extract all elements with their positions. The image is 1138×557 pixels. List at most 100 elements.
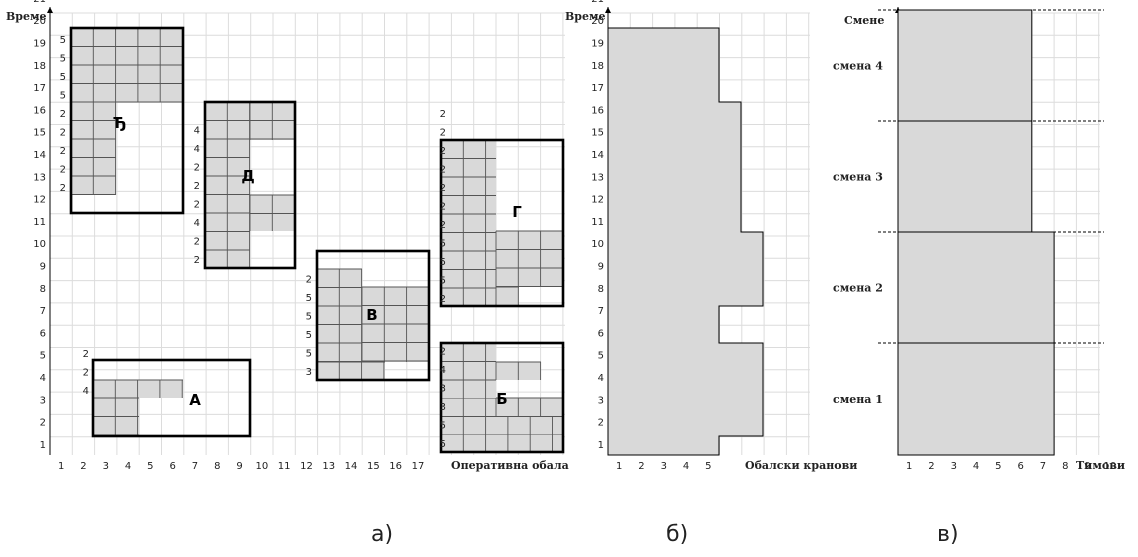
panel-a-x-tick: 12 — [300, 461, 313, 472]
panel-c-x-tick: 8 — [1062, 461, 1068, 472]
panel-c-shift-label: смена 4 — [833, 60, 883, 73]
panel-c-x-tick: 5 — [995, 461, 1001, 472]
panel-c-shift-block — [897, 120, 1033, 233]
vessel-crane-count: 2 — [60, 128, 66, 139]
panel-c-x-tick: 6 — [1017, 461, 1023, 472]
panel-b-y-tick: 11 — [591, 217, 604, 228]
panel-b-y-tick: 3 — [598, 395, 604, 406]
panel-c-shift-block — [897, 342, 1055, 456]
vessel-frame — [91, 358, 252, 438]
panel-a-x-tick: 6 — [169, 461, 175, 472]
panel-label-a: а) — [371, 522, 394, 547]
panel-a-x-tick: 2 — [80, 461, 86, 472]
panel-b-x-tick: 3 — [661, 461, 667, 472]
vessel-crane-count: 2 — [440, 109, 446, 120]
vessel-crane-count: 2 — [440, 183, 446, 194]
vessel-crane-cells — [495, 397, 564, 416]
panel-a-y-axis-title: Време — [6, 10, 47, 23]
panel-a-y-tick: 9 — [40, 261, 46, 272]
vessel-crane-block — [441, 434, 563, 452]
vessel-crane-count: 5 — [60, 35, 66, 46]
panel-a-x-tick: 5 — [147, 461, 153, 472]
panel-a-y-tick: 5 — [40, 351, 46, 362]
vessel-crane-count: 4 — [194, 144, 200, 155]
vessel-crane-count: 5 — [440, 439, 446, 450]
vessel-crane-count: 2 — [440, 202, 446, 213]
vessel-crane-count: 3 — [306, 367, 312, 378]
vessel-crane-count: 5 — [440, 421, 446, 432]
vessel-crane-count: 5 — [440, 276, 446, 287]
panel-b-y-tick: 8 — [598, 284, 604, 295]
panel-b-y-tick: 19 — [591, 38, 604, 49]
panel-c-x-tick: 2 — [928, 461, 934, 472]
panel-a-y-tick: 7 — [40, 306, 46, 317]
vessel-crane-block — [362, 287, 429, 362]
panel-c-x-tick: 4 — [973, 461, 979, 472]
vessel-frame — [439, 138, 565, 308]
panel-a-y-tick: 21 — [33, 0, 46, 5]
panel-a-y-tick: 8 — [40, 284, 46, 295]
panel-c-x-axis-title: Тимови — [1076, 459, 1125, 472]
vessel-crane-count: 4 — [194, 218, 200, 229]
panel-a-x-axis-title: Оперативна обала — [451, 459, 569, 472]
vessel-crane-count: 3 — [440, 384, 446, 395]
vessel-crane-block — [93, 398, 139, 436]
vessel-crane-block — [441, 343, 496, 398]
panel-c-x-tick: 9 — [1084, 461, 1090, 472]
panel-c-shift-label: смена 1 — [833, 393, 883, 406]
panel-b-y-tick: 4 — [598, 373, 604, 384]
panel-a-x-tick: 8 — [214, 461, 220, 472]
panel-a-y-tick: 14 — [33, 150, 46, 161]
panel-a-y-tick: 13 — [33, 172, 46, 183]
panel-b-y-tick: 15 — [591, 128, 604, 139]
panel-c-x-tick: 1 — [906, 461, 912, 472]
panel-b-y-tick: 21 — [591, 0, 604, 5]
panel-a-y-tick: 16 — [33, 105, 46, 116]
vessel-crane-count: 4 — [194, 126, 200, 137]
panel-a-y-tick: 17 — [33, 83, 46, 94]
panel-b-x-tick: 4 — [683, 461, 689, 472]
panel-c-shift-block — [897, 231, 1055, 344]
vessel-crane-block — [496, 231, 563, 287]
panel-b-crane-profile-area — [607, 27, 764, 456]
panel-c-shift-block — [897, 9, 1033, 122]
vessel-crane-count: 2 — [440, 146, 446, 157]
panel-b-x-tick: 1 — [616, 461, 622, 472]
panel-c-shift-label: смена 2 — [833, 282, 883, 295]
panel-a-y-tick: 19 — [33, 38, 46, 49]
panel-a-y-tick: 11 — [33, 217, 46, 228]
panel-a-x-tick: 11 — [278, 461, 291, 472]
vessel-crane-count: 2 — [440, 220, 446, 231]
panel-b-x-tick: 2 — [638, 461, 644, 472]
vessel-frame — [203, 100, 297, 270]
panel-b-y-tick: 1 — [598, 440, 604, 451]
panel-a-y-tick: 20 — [33, 16, 46, 27]
vessel-label: А — [189, 391, 201, 409]
panel-a-y-tick: 4 — [40, 373, 46, 384]
vessel-label: Ђ — [113, 114, 126, 132]
vessel-crane-count: 4 — [440, 365, 446, 376]
panel-a-x-tick: 14 — [345, 461, 358, 472]
panel-a-y-tick: 2 — [40, 418, 46, 429]
vessel-crane-count: 2 — [194, 200, 200, 211]
panel-label-b: б) — [666, 522, 689, 547]
vessel-crane-count: 5 — [440, 257, 446, 268]
vessel-crane-count: 2 — [83, 368, 89, 379]
vessel-crane-count: 4 — [83, 386, 89, 397]
panel-c-team-shifts: Смене Тимови 1 2 3 4 5 6 7 8 9 10 смена 1 смена 2 смен… — [833, 7, 1125, 472]
panel-b-x-tick: 5 — [705, 461, 711, 472]
panel-b-y-tick: 12 — [591, 195, 604, 206]
panel-a-x-tick: 15 — [367, 461, 380, 472]
vessel-crane-count: 2 — [306, 275, 312, 286]
vessel-crane-count: 2 — [83, 349, 89, 360]
panel-a-y-axis-arrow — [47, 7, 53, 13]
vessel-crane-count: 5 — [440, 239, 446, 250]
vessel-crane-count: 5 — [306, 349, 312, 360]
vessel-crane-block — [317, 362, 385, 380]
vessel-label: В — [366, 306, 377, 324]
vessel-crane-count: 2 — [440, 347, 446, 358]
vessel-crane-block — [441, 140, 496, 306]
vessel-crane-count: 2 — [194, 181, 200, 192]
panel-b-y-tick: 9 — [598, 261, 604, 272]
vessel-crane-count: 5 — [60, 91, 66, 102]
